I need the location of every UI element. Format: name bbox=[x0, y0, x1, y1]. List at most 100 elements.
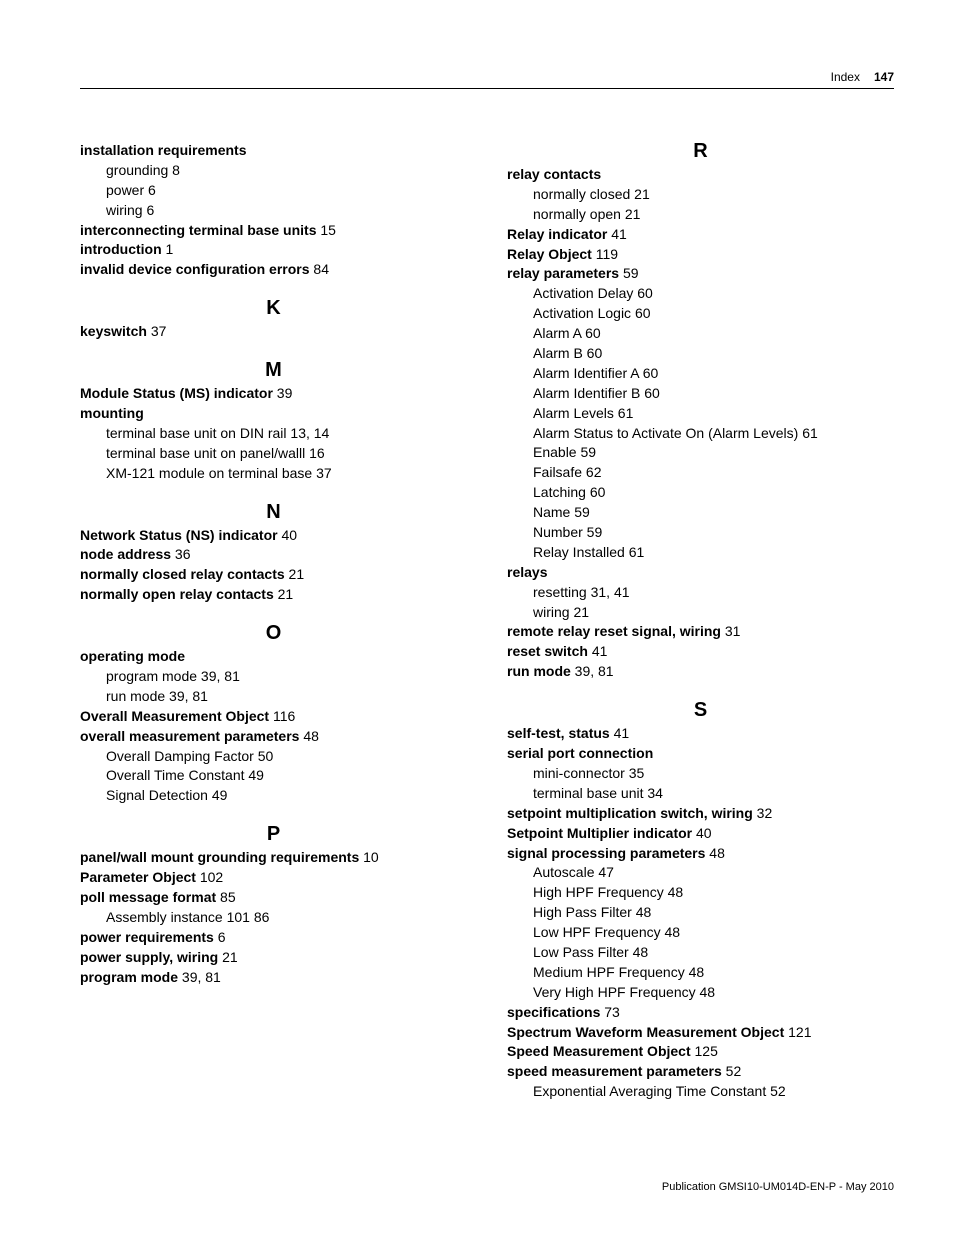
index-column-right: Rrelay contactsnormally closed 21normall… bbox=[507, 140, 894, 1102]
index-letter: N bbox=[80, 501, 467, 524]
index-subentry: XM-121 module on terminal base 37 bbox=[106, 464, 467, 483]
index-subentry: terminal base unit on DIN rail 13, 14 bbox=[106, 424, 467, 443]
index-entry-term: node address bbox=[80, 546, 171, 562]
index-subentry: Alarm Identifier B 60 bbox=[533, 384, 894, 403]
index-entry-pages: 40 bbox=[692, 825, 711, 841]
index-entry-term: speed measurement parameters bbox=[507, 1063, 722, 1079]
index-entry: power requirements 6 bbox=[80, 928, 467, 947]
index-subentry: mini-connector 35 bbox=[533, 764, 894, 783]
index-entry-term: Relay Object bbox=[507, 246, 592, 262]
index-subentry: Activation Delay 60 bbox=[533, 284, 894, 303]
index-entry: program mode 39, 81 bbox=[80, 968, 467, 987]
index-subentry: Alarm B 60 bbox=[533, 344, 894, 363]
index-entry: poll message format 85 bbox=[80, 888, 467, 907]
index-subentry: terminal base unit on panel/walll 16 bbox=[106, 444, 467, 463]
index-subentry: wiring 6 bbox=[106, 201, 467, 220]
index-entry: Network Status (NS) indicator 40 bbox=[80, 526, 467, 545]
index-entry: operating mode bbox=[80, 647, 467, 666]
index-entry: self-test, status 41 bbox=[507, 724, 894, 743]
index-entry-pages: 84 bbox=[310, 261, 329, 277]
index-entry: Relay indicator 41 bbox=[507, 225, 894, 244]
index-entry-term: power requirements bbox=[80, 929, 214, 945]
index-entry-pages: 41 bbox=[607, 226, 626, 242]
index-entry: invalid device configuration errors 84 bbox=[80, 260, 467, 279]
index-entry-term: interconnecting terminal base units bbox=[80, 222, 317, 238]
index-entry-pages: 125 bbox=[691, 1043, 718, 1059]
index-entry: node address 36 bbox=[80, 545, 467, 564]
index-entry-term: invalid device configuration errors bbox=[80, 261, 310, 277]
index-subentry: program mode 39, 81 bbox=[106, 667, 467, 686]
index-entry: Setpoint Multiplier indicator 40 bbox=[507, 824, 894, 843]
index-entry: panel/wall mount grounding requirements … bbox=[80, 848, 467, 867]
index-entry-term: normally closed relay contacts bbox=[80, 566, 285, 582]
index-subentry: Latching 60 bbox=[533, 483, 894, 502]
index-entry: run mode 39, 81 bbox=[507, 662, 894, 681]
index-entry: Spectrum Waveform Measurement Object 121 bbox=[507, 1023, 894, 1042]
index-subentry: Low HPF Frequency 48 bbox=[533, 923, 894, 942]
index-entry-term: Spectrum Waveform Measurement Object bbox=[507, 1024, 784, 1040]
index-entry: Parameter Object 102 bbox=[80, 868, 467, 887]
index-entry-term: self-test, status bbox=[507, 725, 610, 741]
page-footer: Publication GMSI10-UM014D-EN-P - May 201… bbox=[662, 1181, 894, 1193]
index-entry-pages: 39 bbox=[273, 385, 292, 401]
index-subentry: Alarm Status to Activate On (Alarm Level… bbox=[533, 424, 894, 443]
index-entry-term: relay contacts bbox=[507, 166, 601, 182]
index-entry-pages: 39, 81 bbox=[571, 663, 614, 679]
index-entry-term: mounting bbox=[80, 405, 144, 421]
index-entry-pages: 39, 81 bbox=[178, 969, 221, 985]
index-subentry: wiring 21 bbox=[533, 603, 894, 622]
header-page-number: 147 bbox=[874, 70, 894, 84]
index-entry-pages: 59 bbox=[619, 265, 638, 281]
index-subentry: Overall Damping Factor 50 bbox=[106, 747, 467, 766]
index-entry: installation requirements bbox=[80, 141, 467, 160]
index-subentry: Exponential Averaging Time Constant 52 bbox=[533, 1082, 894, 1101]
index-entry: specifications 73 bbox=[507, 1003, 894, 1022]
index-subentry: Autoscale 47 bbox=[533, 863, 894, 882]
index-entry-term: specifications bbox=[507, 1004, 600, 1020]
index-entry-pages: 21 bbox=[218, 949, 237, 965]
index-entry: relays bbox=[507, 563, 894, 582]
index-entry-pages: 121 bbox=[784, 1024, 811, 1040]
index-entry-pages: 73 bbox=[600, 1004, 619, 1020]
index-subentry: Alarm Identifier A 60 bbox=[533, 364, 894, 383]
index-entry-term: Parameter Object bbox=[80, 869, 196, 885]
index-subentry: Very High HPF Frequency 48 bbox=[533, 983, 894, 1002]
index-subentry: Alarm Levels 61 bbox=[533, 404, 894, 423]
index-entry-pages: 41 bbox=[588, 643, 607, 659]
index-entry: signal processing parameters 48 bbox=[507, 844, 894, 863]
index-entry: setpoint multiplication switch, wiring 3… bbox=[507, 804, 894, 823]
index-page: Index 147 installation requirementsgroun… bbox=[0, 0, 954, 1235]
index-subentry: run mode 39, 81 bbox=[106, 687, 467, 706]
index-entry-term: installation requirements bbox=[80, 142, 246, 158]
index-entry-term: signal processing parameters bbox=[507, 845, 705, 861]
index-entry: reset switch 41 bbox=[507, 642, 894, 661]
index-subentry: High HPF Frequency 48 bbox=[533, 883, 894, 902]
index-entry-pages: 21 bbox=[274, 586, 293, 602]
index-letter: M bbox=[80, 359, 467, 382]
index-entry-term: Relay indicator bbox=[507, 226, 607, 242]
index-subentry: Alarm A 60 bbox=[533, 324, 894, 343]
index-entry-pages: 10 bbox=[359, 849, 378, 865]
index-subentry: High Pass Filter 48 bbox=[533, 903, 894, 922]
index-entry-term: introduction bbox=[80, 241, 162, 257]
index-entry-term: poll message format bbox=[80, 889, 216, 905]
index-entry-term: relay parameters bbox=[507, 265, 619, 281]
index-letter: S bbox=[507, 699, 894, 722]
index-entry: remote relay reset signal, wiring 31 bbox=[507, 622, 894, 641]
index-entry-term: reset switch bbox=[507, 643, 588, 659]
index-entry-pages: 41 bbox=[610, 725, 629, 741]
index-entry-term: remote relay reset signal, wiring bbox=[507, 623, 721, 639]
index-entry: relay contacts bbox=[507, 165, 894, 184]
index-entry-pages: 6 bbox=[214, 929, 226, 945]
index-entry-pages: 40 bbox=[278, 527, 297, 543]
index-entry: power supply, wiring 21 bbox=[80, 948, 467, 967]
index-entry-term: setpoint multiplication switch, wiring bbox=[507, 805, 753, 821]
header-divider bbox=[80, 88, 894, 89]
index-entry-term: panel/wall mount grounding requirements bbox=[80, 849, 359, 865]
index-entry-pages: 15 bbox=[317, 222, 336, 238]
index-entry-term: Module Status (MS) indicator bbox=[80, 385, 273, 401]
index-subentry: normally closed 21 bbox=[533, 185, 894, 204]
index-subentry: Medium HPF Frequency 48 bbox=[533, 963, 894, 982]
index-entry: normally closed relay contacts 21 bbox=[80, 565, 467, 584]
index-entry-term: run mode bbox=[507, 663, 571, 679]
